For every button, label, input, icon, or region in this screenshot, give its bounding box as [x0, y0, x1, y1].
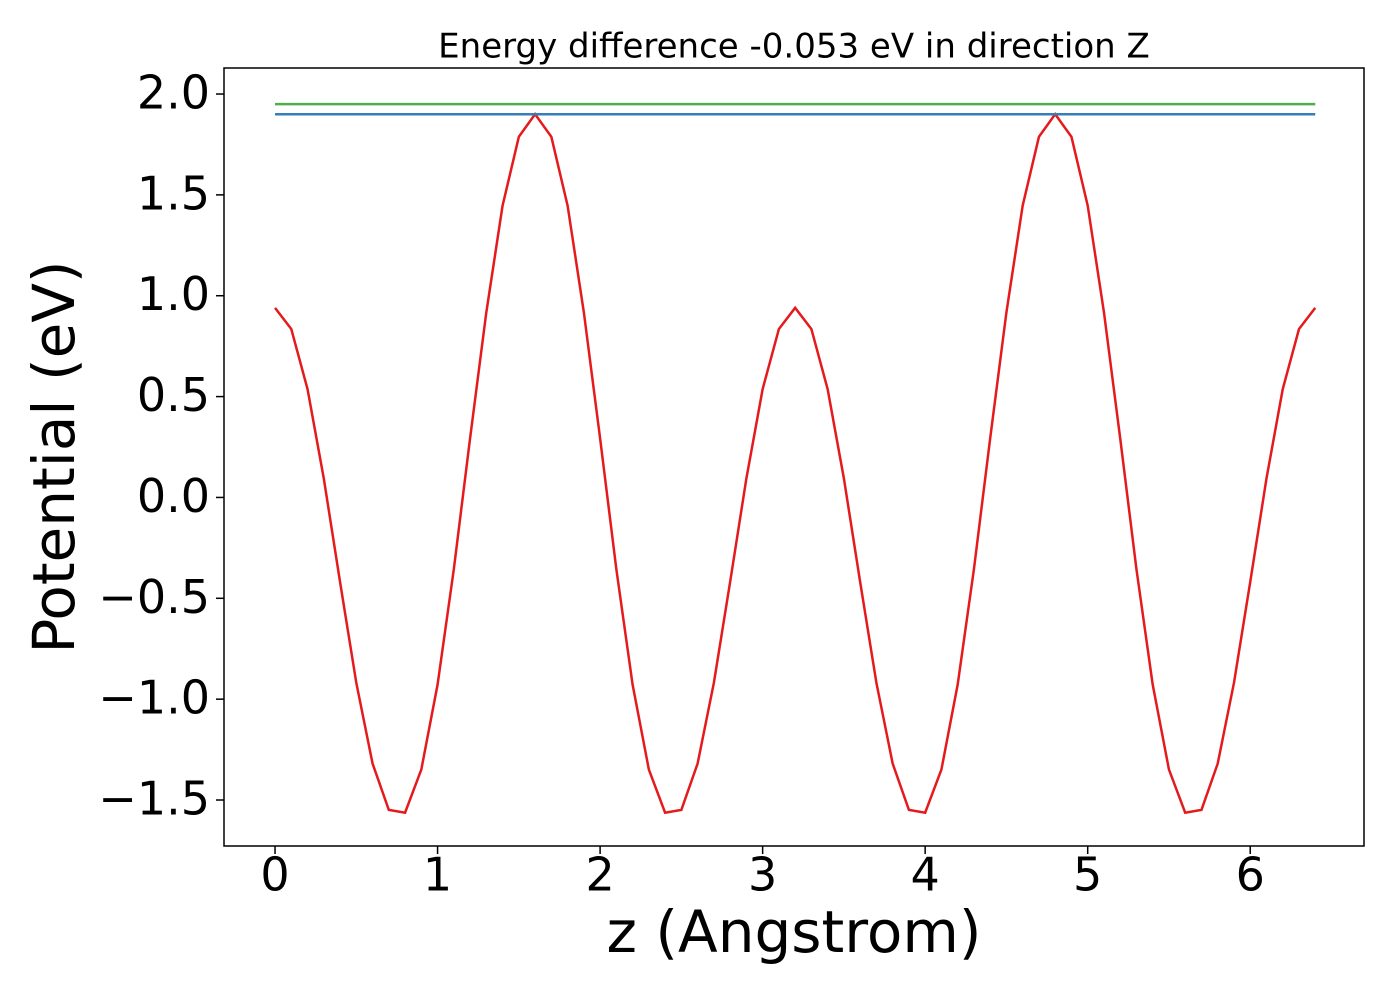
chart-title: Energy difference -0.053 eV in direction… [438, 27, 1150, 67]
x-tick-label: 2 [585, 848, 614, 902]
x-tick-label: 1 [423, 848, 452, 902]
x-tick-label: 6 [1236, 848, 1265, 902]
y-tick-label: −1.0 [98, 671, 210, 725]
y-tick-label: −0.5 [98, 570, 210, 624]
y-tick-label: 0.5 [137, 368, 210, 422]
x-tick-label: 3 [748, 848, 777, 902]
y-tick-label: 0.0 [137, 469, 210, 523]
y-tick-label: −1.5 [98, 772, 210, 826]
x-axis-label: z (Angstrom) [607, 898, 982, 966]
line-series [274, 112, 1317, 815]
x-tick-label: 4 [911, 848, 940, 902]
y-tick-label: 1.5 [137, 166, 210, 220]
y-tick-label: 1.0 [137, 267, 210, 321]
y-axis-label: Potential (eV) [20, 260, 88, 653]
y-tick-label: 2.0 [137, 66, 210, 120]
x-tick-label: 5 [1073, 848, 1102, 902]
plot-frame [223, 67, 1365, 847]
x-tick-label: 0 [260, 848, 289, 902]
